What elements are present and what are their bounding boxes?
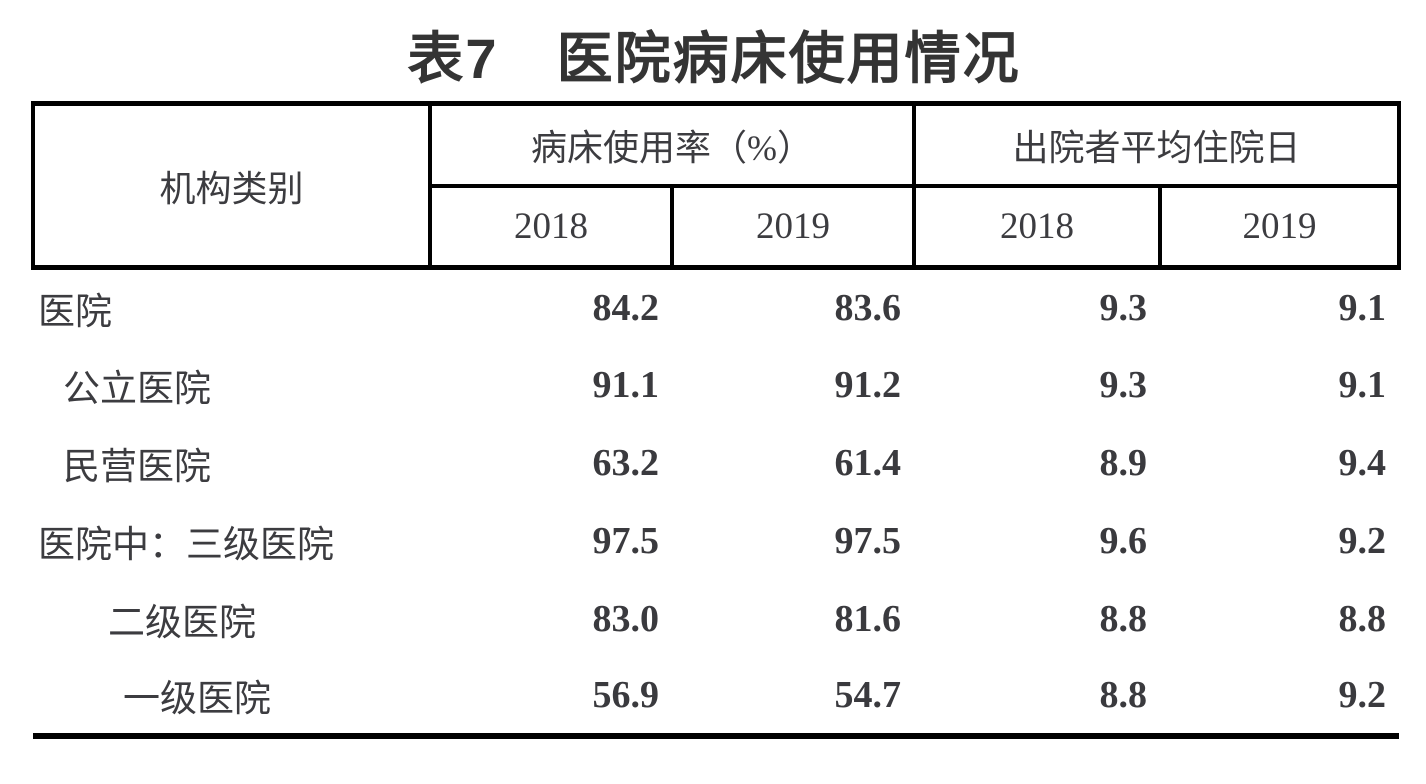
cell-value: 8.8	[1099, 674, 1148, 716]
hospital-bed-usage-table: 机构类别 病床使用率（%） 出院者平均住院日 2018 2019 2018 20…	[31, 101, 1402, 739]
cell-value: 81.6	[834, 597, 902, 640]
cell-value: 91.2	[834, 363, 902, 406]
cell-value: 56.9	[592, 674, 660, 716]
header-group-row: 机构类别 病床使用率（%） 出院者平均住院日	[31, 103, 1402, 270]
cell-value: 9.4	[1338, 441, 1387, 484]
table-row: 医院中：三级医院 97.5 97.5 9.6 9.2	[33, 502, 1399, 580]
row-label-primary-hospital: 一级医院	[123, 679, 271, 720]
cell-value: 54.7	[834, 674, 902, 716]
row-label-tertiary-hospital: 医院中：三级医院	[38, 524, 334, 566]
stub-header-institution-type: 机构类别	[31, 103, 432, 270]
row-label-secondary-hospital: 二级医院	[108, 602, 256, 644]
cell-value: 8.9	[1099, 441, 1148, 484]
cell-value: 8.8	[1338, 597, 1387, 640]
cell-value: 83.6	[834, 286, 902, 329]
row-label-public-hospital: 公立医院	[63, 368, 211, 410]
year-header-stay-2018: 2018	[914, 185, 1162, 270]
table-row: 二级医院 83.0 81.6 8.8 8.8	[33, 580, 1399, 658]
cell-value: 9.1	[1338, 363, 1387, 406]
cell-value: 9.3	[1099, 286, 1148, 329]
header-year-row: 2018 2019 2018 2019	[33, 185, 1402, 270]
cell-value: 9.2	[1338, 519, 1387, 562]
cell-value: 61.4	[834, 441, 902, 484]
group-header-bed-occupancy-rate: 病床使用率（%）	[430, 103, 916, 188]
row-label-private-hospital: 民营医院	[63, 446, 211, 488]
cell-value: 84.2	[592, 286, 660, 329]
year-header-stay-2019: 2019	[1160, 185, 1402, 270]
cell-value: 97.5	[834, 519, 902, 562]
group-header-avg-length-of-stay: 出院者平均住院日	[914, 103, 1402, 188]
cell-value: 9.6	[1099, 519, 1148, 562]
cell-value: 97.5	[592, 519, 660, 562]
cell-value: 9.1	[1338, 286, 1387, 329]
cell-value: 91.1	[592, 363, 660, 406]
table-row: 医院 84.2 83.6 9.3 9.1	[33, 268, 1399, 346]
table-body: 医院 84.2 83.6 9.3 9.1 公立医院 91.1 91.2 9.3 …	[33, 268, 1399, 736]
table-row: 公立医院 91.1 91.2 9.3 9.1	[33, 346, 1399, 424]
cell-value: 9.2	[1338, 674, 1387, 716]
year-header-occupancy-2019: 2019	[672, 185, 916, 270]
row-label-hospital: 医院	[38, 291, 112, 333]
table-row: 一级医院 56.9 54.7 8.8 9.2	[33, 658, 1399, 736]
cell-value: 9.3	[1099, 363, 1148, 406]
year-header-occupancy-2018: 2018	[430, 185, 674, 270]
cell-value: 63.2	[592, 441, 660, 484]
table-header: 机构类别 病床使用率（%） 出院者平均住院日 2018 2019 2018 20…	[31, 103, 1402, 270]
table-row: 民营医院 63.2 61.4 8.9 9.4	[33, 424, 1399, 502]
table-title: 表7 医院病床使用情况	[407, 26, 1021, 90]
cell-value: 8.8	[1099, 597, 1148, 640]
cell-value: 83.0	[592, 597, 660, 640]
